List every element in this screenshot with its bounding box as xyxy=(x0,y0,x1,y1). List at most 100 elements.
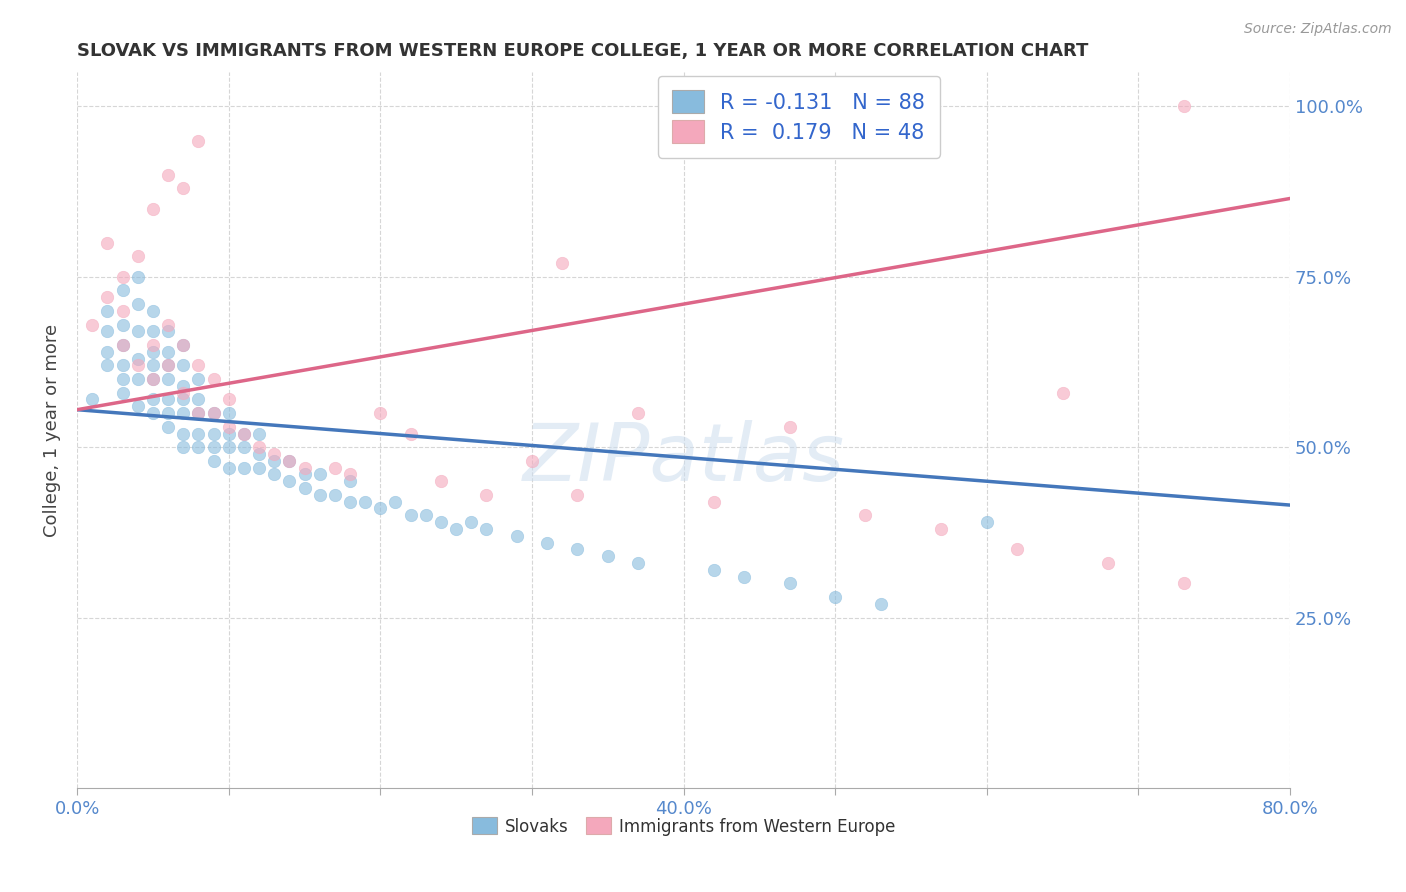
Point xyxy=(929,522,952,536)
Point xyxy=(536,535,558,549)
Point xyxy=(142,324,165,338)
Point xyxy=(1173,99,1195,113)
Point xyxy=(111,359,134,373)
Point xyxy=(202,406,225,420)
Point xyxy=(202,372,225,386)
Point xyxy=(172,338,194,352)
Point xyxy=(703,494,725,508)
Point xyxy=(111,372,134,386)
Point xyxy=(127,324,149,338)
Point xyxy=(278,454,301,468)
Point xyxy=(294,467,316,482)
Point xyxy=(172,181,194,195)
Point xyxy=(157,419,180,434)
Point xyxy=(187,440,209,454)
Point xyxy=(111,385,134,400)
Point xyxy=(127,399,149,413)
Point xyxy=(475,488,498,502)
Point xyxy=(111,304,134,318)
Point xyxy=(157,372,180,386)
Point xyxy=(172,338,194,352)
Point xyxy=(111,269,134,284)
Point xyxy=(247,440,270,454)
Point xyxy=(187,426,209,441)
Point xyxy=(157,318,180,332)
Point xyxy=(202,406,225,420)
Point xyxy=(218,392,240,407)
Point xyxy=(354,494,377,508)
Point xyxy=(187,406,209,420)
Point xyxy=(142,392,165,407)
Point xyxy=(96,344,118,359)
Point xyxy=(96,324,118,338)
Point xyxy=(142,202,165,216)
Point xyxy=(111,318,134,332)
Point xyxy=(157,406,180,420)
Point xyxy=(779,419,801,434)
Point xyxy=(263,447,285,461)
Point xyxy=(127,351,149,366)
Point xyxy=(733,569,755,583)
Point xyxy=(308,488,330,502)
Point xyxy=(779,576,801,591)
Point xyxy=(218,460,240,475)
Point xyxy=(232,440,254,454)
Point xyxy=(824,590,846,604)
Y-axis label: College, 1 year or more: College, 1 year or more xyxy=(44,324,60,537)
Point xyxy=(703,563,725,577)
Point xyxy=(1173,576,1195,591)
Point xyxy=(551,256,574,270)
Point xyxy=(976,515,998,529)
Point xyxy=(187,372,209,386)
Point xyxy=(172,392,194,407)
Point xyxy=(96,359,118,373)
Point xyxy=(278,474,301,488)
Point xyxy=(142,406,165,420)
Point xyxy=(232,426,254,441)
Point xyxy=(172,379,194,393)
Point xyxy=(96,290,118,304)
Point xyxy=(127,249,149,263)
Point xyxy=(430,474,453,488)
Point xyxy=(1052,385,1074,400)
Point xyxy=(187,406,209,420)
Point xyxy=(308,467,330,482)
Point xyxy=(157,359,180,373)
Point xyxy=(520,454,543,468)
Point xyxy=(415,508,437,523)
Point xyxy=(111,338,134,352)
Point xyxy=(370,406,392,420)
Point xyxy=(567,488,589,502)
Point xyxy=(855,508,877,523)
Point xyxy=(1005,542,1028,557)
Point xyxy=(339,494,361,508)
Point xyxy=(399,508,422,523)
Point xyxy=(142,338,165,352)
Point xyxy=(384,494,406,508)
Point xyxy=(430,515,453,529)
Point xyxy=(339,474,361,488)
Point xyxy=(157,168,180,182)
Point xyxy=(142,304,165,318)
Text: SLOVAK VS IMMIGRANTS FROM WESTERN EUROPE COLLEGE, 1 YEAR OR MORE CORRELATION CHA: SLOVAK VS IMMIGRANTS FROM WESTERN EUROPE… xyxy=(77,42,1088,60)
Point xyxy=(157,324,180,338)
Point xyxy=(263,467,285,482)
Point xyxy=(187,392,209,407)
Point xyxy=(247,460,270,475)
Point xyxy=(370,501,392,516)
Point xyxy=(444,522,467,536)
Point xyxy=(339,467,361,482)
Point xyxy=(475,522,498,536)
Point xyxy=(1097,556,1119,570)
Point xyxy=(627,556,650,570)
Point xyxy=(323,488,346,502)
Point xyxy=(294,481,316,495)
Point xyxy=(142,372,165,386)
Point xyxy=(96,235,118,250)
Point xyxy=(111,338,134,352)
Point xyxy=(567,542,589,557)
Point xyxy=(127,372,149,386)
Point xyxy=(218,419,240,434)
Point xyxy=(187,359,209,373)
Point xyxy=(202,426,225,441)
